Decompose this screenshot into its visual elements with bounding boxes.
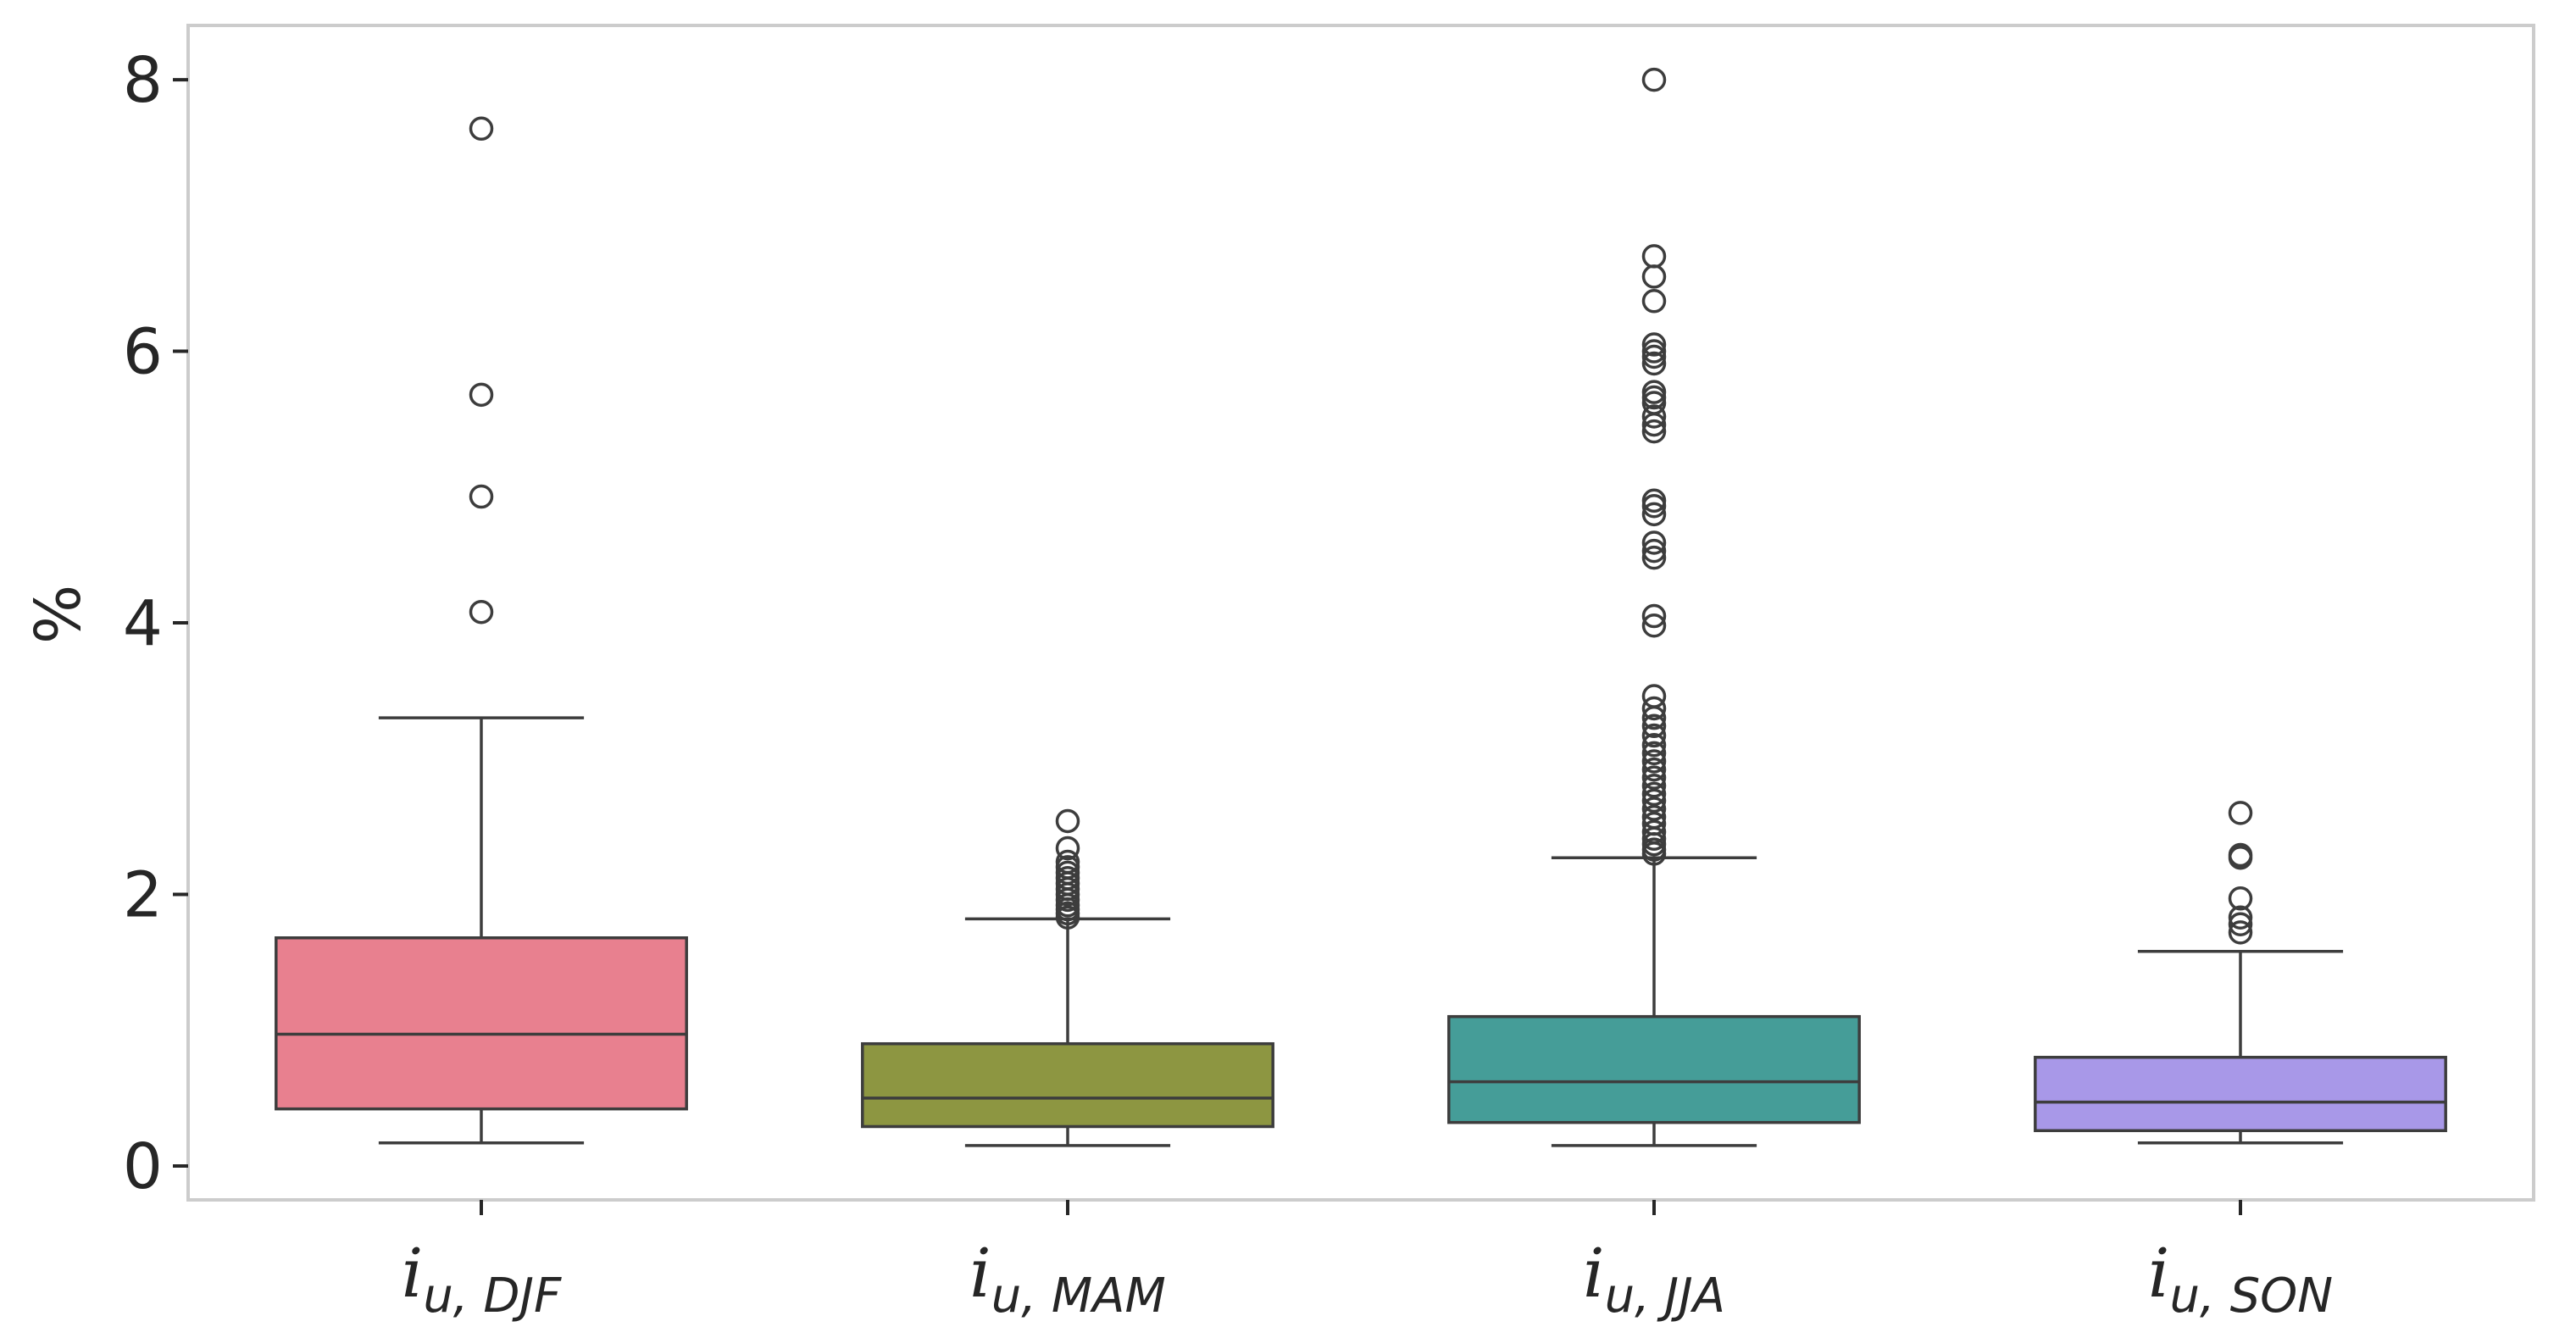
outlier-2-12 (1641, 757, 1667, 782)
x-tick-label-3: iu, SON (2148, 1234, 2333, 1324)
outlier-2-23 (1641, 545, 1667, 570)
outlier-2-29 (1641, 419, 1667, 444)
outlier-2-31 (1641, 404, 1667, 429)
outlier-2-41 (1641, 244, 1667, 269)
outlier-2-15 (1641, 732, 1667, 758)
outlier-3-6 (2228, 801, 2253, 825)
box-group-3 (2034, 801, 2447, 1145)
outlier-2-37 (1641, 339, 1667, 364)
outlier-0-2 (469, 382, 494, 408)
x-tick-label-sub-2: u, JJA (1605, 1269, 1725, 1324)
outlier-0-0 (469, 599, 494, 625)
outlier-2-7 (1641, 797, 1667, 821)
outlier-1-11 (1055, 849, 1080, 874)
outlier-2-42 (1641, 67, 1667, 92)
y-tick-label-4: 8 (123, 44, 163, 117)
outlier-2-17 (1641, 713, 1667, 739)
outlier-3-2 (2228, 905, 2253, 930)
outlier-2-19 (1641, 696, 1667, 721)
outlier-2-20 (1641, 684, 1667, 708)
outlier-2-9 (1641, 781, 1667, 807)
outlier-2-28 (1641, 488, 1667, 514)
outlier-2-5 (1641, 811, 1667, 836)
x-tick-label-sub-1: u, MAM (991, 1269, 1166, 1324)
x-axis: iu, DJF iu, MAM iu, JJA iu, SON (402, 1200, 2333, 1324)
outlier-2-38 (1641, 332, 1667, 357)
outlier-2-11 (1641, 765, 1667, 790)
box-group-2 (1447, 67, 1861, 1147)
iqr-box-2 (1447, 1014, 1861, 1124)
iqr-box-1 (861, 1041, 1274, 1129)
x-tick-label-0: iu, DJF (402, 1234, 562, 1324)
x-tick-label-1: iu, MAM (969, 1234, 1166, 1324)
outlier-3-1 (2228, 912, 2253, 936)
outlier-2-22 (1641, 603, 1667, 629)
outlier-0-3 (469, 116, 494, 142)
iqr-box-0 (275, 936, 688, 1111)
outlier-2-21 (1641, 613, 1667, 638)
outlier-2-35 (1641, 351, 1667, 376)
outlier-3-5 (2228, 842, 2253, 868)
outlier-2-26 (1641, 502, 1667, 527)
box-group-0 (275, 116, 688, 1145)
outlier-3-0 (2228, 920, 2253, 945)
outlier-2-25 (1641, 530, 1667, 555)
x-tick-label-2: iu, JJA (1583, 1234, 1725, 1324)
outlier-0-1 (469, 484, 494, 509)
y-tick-label-0: 0 (123, 1130, 163, 1203)
x-tick-label-base-1: i (969, 1234, 991, 1313)
x-tick-label-sub-0: u, DJF (423, 1269, 562, 1324)
y-tick-label-1: 2 (123, 858, 163, 931)
outlier-2-8 (1641, 788, 1667, 813)
outlier-3-3 (2228, 886, 2253, 911)
outlier-2-6 (1641, 804, 1667, 830)
x-tick-label-base-3: i (2148, 1234, 2170, 1313)
outlier-2-34 (1641, 380, 1667, 404)
outlier-2-14 (1641, 741, 1667, 766)
outlier-1-12 (1055, 836, 1080, 861)
x-tick-label-sub-3: u, SON (2169, 1269, 2333, 1324)
outlier-2-4 (1641, 819, 1667, 845)
box-group-1 (861, 808, 1274, 1147)
y-tick-label-3: 6 (123, 316, 163, 389)
outlier-2-13 (1641, 749, 1667, 774)
y-axis: 0 2 4 6 8 (123, 44, 188, 1203)
iqr-box-3 (2034, 1056, 2447, 1133)
outlier-1-13 (1055, 808, 1080, 834)
boxes (275, 67, 2447, 1147)
x-tick-label-base-2: i (1583, 1234, 1605, 1313)
x-tick-label-base-0: i (402, 1234, 424, 1313)
y-axis-label: % (22, 585, 95, 644)
outlier-2-39 (1641, 289, 1667, 314)
outlier-2-24 (1641, 538, 1667, 564)
outlier-2-16 (1641, 723, 1667, 748)
outlier-2-10 (1641, 774, 1667, 798)
y-tick-label-2: 4 (123, 587, 163, 660)
